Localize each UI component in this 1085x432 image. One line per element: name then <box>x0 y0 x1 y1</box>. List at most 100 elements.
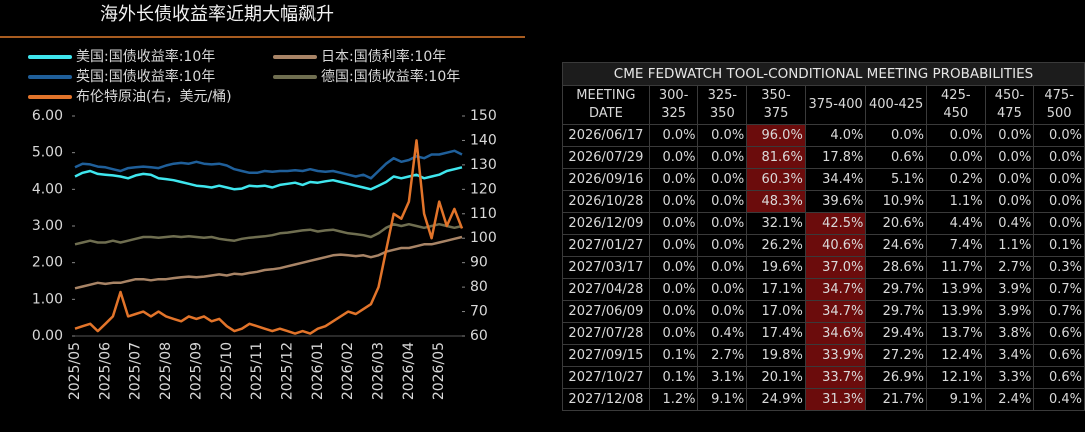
probability-cell: 5.1% <box>865 168 927 191</box>
probability-cell: 0.0% <box>984 146 1035 169</box>
table-row: 2027/10/27 0.1% 3.1% 20.1% 33.7% 26.9% 12.1% 3.… <box>562 366 1085 389</box>
column-header: MEETING DATE <box>562 85 650 125</box>
probability-cell: 29.7% <box>865 300 927 323</box>
y2-tick-label: 60 <box>470 328 488 344</box>
probability-cell: 0.7% <box>1033 300 1085 323</box>
probability-cell: 0.4% <box>697 322 748 345</box>
x-tick-label: 2026/03 <box>371 342 387 400</box>
probability-cell: 28.6% <box>865 256 927 279</box>
x-tick-label: 2025/06 <box>97 342 113 400</box>
column-header: 450-475 <box>984 85 1035 125</box>
probability-cell: 0.0% <box>648 256 699 279</box>
probability-cell: 29.4% <box>865 322 927 345</box>
probability-cell: 34.6% <box>804 322 867 345</box>
probability-cell: 17.8% <box>804 146 867 169</box>
x-tick-label: 2025/11 <box>249 342 265 400</box>
probability-cell: 13.9% <box>925 300 986 323</box>
probability-cell: 2.7% <box>984 256 1035 279</box>
meeting-date: 2026/10/28 <box>562 190 650 213</box>
probability-cell: 17.4% <box>746 322 806 345</box>
series-line <box>74 166 463 191</box>
legend-label: 布伦特原油(右，美元/桶) <box>76 89 232 105</box>
probability-cell: 0.0% <box>984 124 1035 147</box>
probability-cell: 24.9% <box>746 388 806 411</box>
probability-cell: 17.1% <box>746 278 806 301</box>
column-header: 475-500 <box>1033 85 1085 125</box>
meeting-date: 2027/06/09 <box>562 300 650 323</box>
probability-cell: 0.0% <box>648 322 699 345</box>
y-tick-label: 1.00 <box>32 291 63 307</box>
header-row: MEETING DATE 300-325 325-350 350-375 375-400… <box>562 85 1085 125</box>
probability-cell: 34.7% <box>804 278 867 301</box>
x-tick-label: 2025/10 <box>219 342 235 400</box>
probability-cell: 0.0% <box>697 190 748 213</box>
probability-cell: 2.7% <box>697 344 748 367</box>
chart: 海外长债收益率近期大幅飙升 美国:国债收益率:10年 日本:国债利率:10年英国:… <box>0 4 525 400</box>
probability-cell: 0.1% <box>648 344 699 367</box>
probability-cell: 0.0% <box>648 168 699 191</box>
probability-cell: 34.7% <box>804 300 867 323</box>
probability-cell: 32.1% <box>746 212 806 235</box>
y2-tick-label: 90 <box>470 255 488 271</box>
probability-cell: 42.5% <box>804 212 867 235</box>
probability-cell: 0.6% <box>1033 344 1085 367</box>
probability-cell: 3.3% <box>984 366 1035 389</box>
probability-cell: 0.0% <box>648 124 699 147</box>
probability-cell: 81.6% <box>746 146 806 169</box>
probability-cell: 0.0% <box>697 212 748 235</box>
y-tick-label: 5.00 <box>32 145 63 161</box>
probability-cell: 60.3% <box>746 168 806 191</box>
probability-cell: 37.0% <box>804 256 867 279</box>
meeting-date: 2027/10/27 <box>562 366 650 389</box>
probability-cell: 0.0% <box>865 124 927 147</box>
table-row: 2027/07/28 0.0% 0.4% 17.4% 34.6% 29.4% 13.7% 3.… <box>562 322 1085 345</box>
x-tick-label: 2025/09 <box>188 342 204 400</box>
table-row: 2027/06/09 0.0% 0.0% 17.0% 34.7% 29.7% 13.9% 3.… <box>562 300 1085 323</box>
y-tick-label: 0.00 <box>32 328 63 344</box>
series-line <box>74 149 463 180</box>
probability-cell: 48.3% <box>746 190 806 213</box>
legend-label: 德国:国债收益率:10年 <box>321 68 460 85</box>
legend-label: 日本:国债利率:10年 <box>321 48 446 65</box>
y2-tick-label: 120 <box>470 181 497 197</box>
probability-cell: 4.0% <box>804 124 867 147</box>
probability-cell: 13.9% <box>925 278 986 301</box>
meeting-date: 2027/09/15 <box>562 344 650 367</box>
probability-cell: 31.3% <box>804 388 867 411</box>
y2-tick-label: 100 <box>470 230 497 246</box>
x-tick-label: 2026/01 <box>310 342 326 400</box>
probability-cell: 10.9% <box>865 190 927 213</box>
y2-tick-label: 80 <box>470 279 488 295</box>
column-header: 350-375 <box>746 85 806 125</box>
series-line <box>74 235 463 290</box>
table-title: CME FEDWATCH TOOL-CONDITIONAL MEETING PR… <box>562 62 1085 85</box>
column-header: 400-425 <box>865 85 927 125</box>
probability-cell: 4.4% <box>925 212 986 235</box>
probability-cell: 29.7% <box>865 278 927 301</box>
probability-cell: 27.2% <box>865 344 927 367</box>
table-row: 2027/03/17 0.0% 0.0% 19.6% 37.0% 28.6% 11.7% 2.… <box>562 256 1085 279</box>
probability-cell: 12.1% <box>925 366 986 389</box>
meeting-date: 2027/07/28 <box>562 322 650 345</box>
probability-cell: 39.6% <box>804 190 867 213</box>
probability-cell: 0.0% <box>925 124 986 147</box>
meeting-date: 2027/12/08 <box>562 388 650 411</box>
y2-tick-label: 110 <box>470 206 497 222</box>
y-tick-label: 2.00 <box>32 255 63 271</box>
probability-cell: 3.8% <box>984 322 1035 345</box>
probability-cell: 0.0% <box>697 300 748 323</box>
probability-cell: 33.9% <box>804 344 867 367</box>
probability-cell: 7.4% <box>925 234 986 257</box>
x-tick-label: 2025/12 <box>279 342 295 400</box>
probability-cell: 96.0% <box>746 124 806 147</box>
x-tick-label: 2025/05 <box>67 342 83 400</box>
probability-cell: 0.0% <box>925 146 986 169</box>
probability-cell: 0.0% <box>1033 146 1085 169</box>
probability-cell: 0.6% <box>1033 322 1085 345</box>
table-row: 2026/06/17 0.0% 0.0% 96.0% 4.0% 0.0% 0.0% 0.0% 0… <box>562 124 1085 147</box>
probability-cell: 0.0% <box>648 212 699 235</box>
probability-cell: 20.1% <box>746 366 806 389</box>
probability-cell: 0.0% <box>648 234 699 257</box>
probability-cell: 0.0% <box>648 300 699 323</box>
probability-cell: 0.7% <box>1033 278 1085 301</box>
